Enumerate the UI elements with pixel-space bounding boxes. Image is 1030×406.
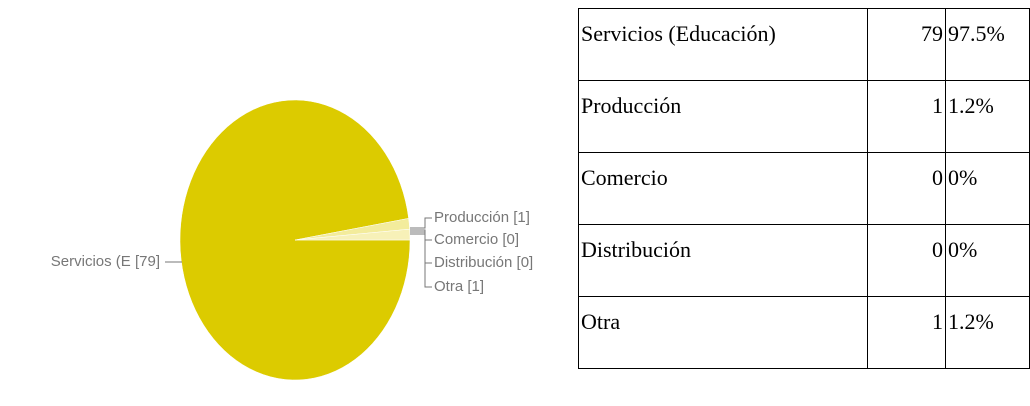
table-cell: 1.2% [945,296,1030,369]
table-cell: 1 [867,80,946,153]
slice-label: Servicios (E [79] [51,253,160,270]
pie-chart: Servicios (E [79] Producción [1] Comercio … [51,99,533,381]
table-cell: Comercio [578,152,868,225]
leader-line [410,233,432,288]
table-cell: Producción [578,80,868,153]
table-cell: 1 [867,296,946,369]
table-cell: 0% [945,224,1030,297]
table-row: Servicios (Educación) 79 97.5% [578,8,1030,81]
table-cell: 0% [945,152,1030,225]
pie-slice [294,228,411,241]
table-cell: 79 [867,8,946,81]
table-cell: 0 [867,152,946,225]
table-row: Distribución 0 0% [578,224,1030,297]
leader-line [410,217,432,229]
table-row: Comercio 0 0% [578,152,1030,225]
data-table: Servicios (Educación) 79 97.5% Producción 1 1… [578,8,1030,369]
slice-label: Comercio [0] [434,231,519,248]
table-cell: 97.5% [945,8,1030,81]
slice-label: Producción [1] [434,209,530,226]
table-row: Otra 1 1.2% [578,296,1030,369]
table-cell: Distribución [578,224,868,297]
leader-line [410,231,432,264]
slice-label: Distribución [0] [434,254,533,271]
table-cell: 1.2% [945,80,1030,153]
table-cell: Otra [578,296,868,369]
table-cell: Servicios (Educación) [578,8,868,81]
slice-label: Otra [1] [434,278,484,295]
table-cell: 0 [867,224,946,297]
table-row: Producción 1 1.2% [578,80,1030,153]
